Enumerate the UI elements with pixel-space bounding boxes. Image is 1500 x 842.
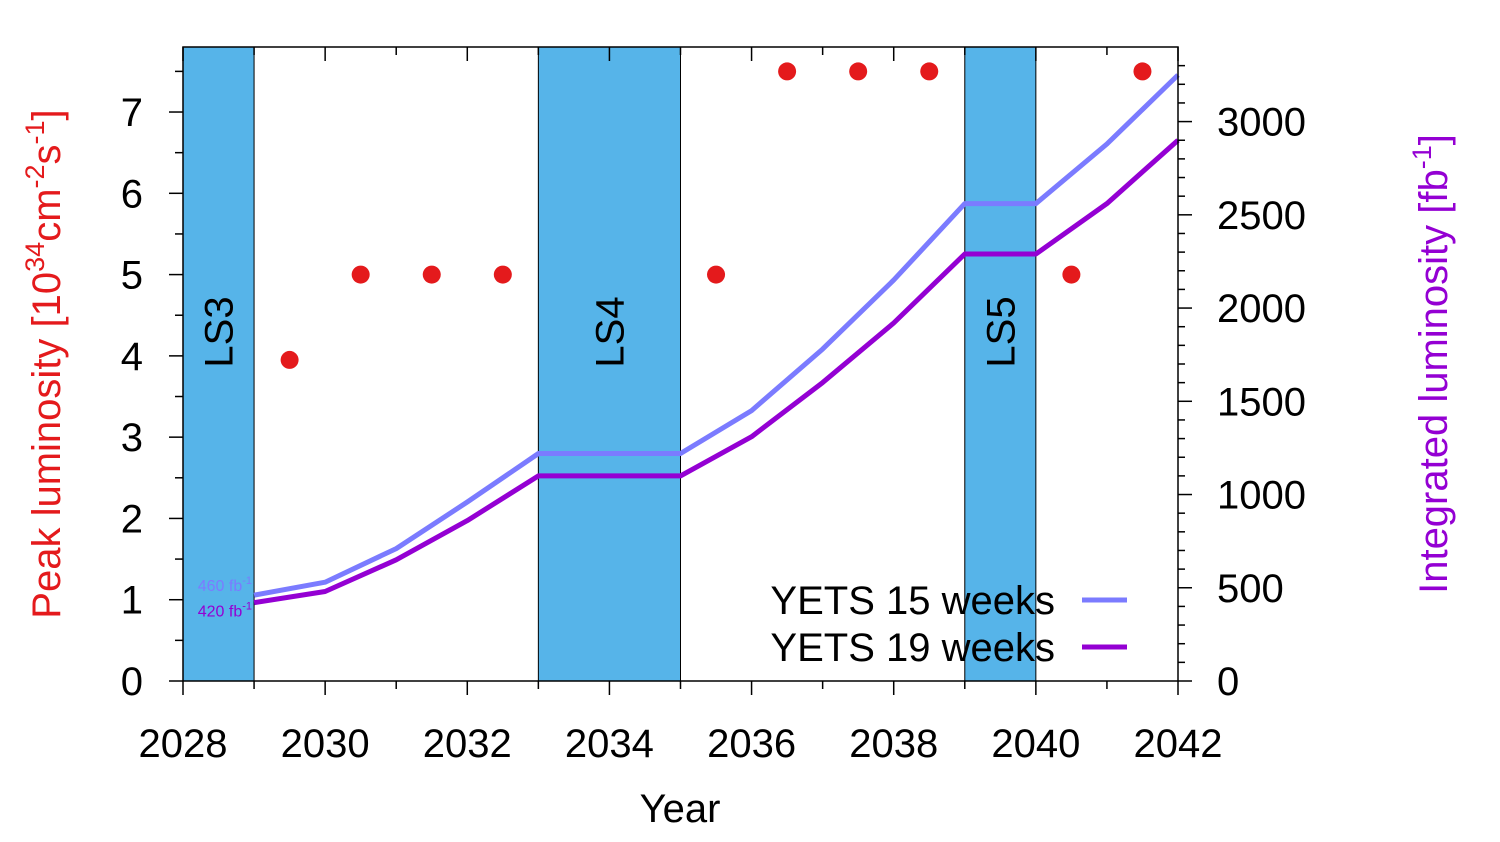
peak-luminosity-point bbox=[493, 265, 512, 284]
y-left-tick-label: 4 bbox=[121, 335, 143, 379]
start-label-yets-19: 420 fb-1 bbox=[198, 601, 252, 621]
y-left-tick-labels: 0 1 2 3 4 5 6 7 bbox=[121, 91, 143, 704]
legend: YETS 15 weeks YETS 19 weeks bbox=[770, 579, 1127, 670]
peak-luminosity-point bbox=[1062, 265, 1081, 284]
peak-luminosity-point bbox=[280, 350, 299, 369]
y-right-tick-label: 1500 bbox=[1217, 380, 1306, 424]
peak-luminosity-point bbox=[1133, 62, 1152, 81]
y-right-tick-label: 2500 bbox=[1217, 194, 1306, 238]
x-tick-label: 2040 bbox=[991, 722, 1080, 766]
x-tick-label: 2042 bbox=[1134, 722, 1223, 766]
peak-luminosity-point bbox=[849, 62, 868, 81]
legend-label-yets-15: YETS 15 weeks bbox=[770, 579, 1055, 623]
integrated-luminosity-lines bbox=[253, 73, 1180, 606]
y-left-axis-title: Peak luminosity [1034cm-2s-1] bbox=[20, 109, 69, 618]
shutdown-label-ls4: LS4 bbox=[588, 296, 632, 367]
y-right-tick-label: 1000 bbox=[1217, 474, 1306, 518]
shutdown-band-ls3 bbox=[182, 46, 255, 682]
y-left-tick-label: 6 bbox=[121, 172, 143, 216]
shutdown-labels: LS3 LS4 LS5 bbox=[198, 296, 1024, 367]
y-left-tick-label: 0 bbox=[121, 660, 143, 704]
y-right-tick-label: 500 bbox=[1217, 567, 1284, 611]
shutdown-band-ls4 bbox=[537, 46, 681, 682]
x-axis-title: Year bbox=[640, 787, 721, 831]
x-tick-labels: 2028 2030 2032 2034 2036 2038 2040 2042 bbox=[139, 722, 1223, 766]
y-right-tick-labels: 0 500 1000 1500 2000 2500 3000 bbox=[1217, 101, 1306, 704]
axis-ticks bbox=[169, 47, 1192, 695]
y-right-tick-label: 0 bbox=[1217, 660, 1239, 704]
start-labels: 460 fb-1 420 fb-1 bbox=[198, 575, 252, 620]
peak-luminosity-points bbox=[280, 62, 1152, 369]
peak-luminosity-point bbox=[351, 265, 370, 284]
y-right-tick-label: 3000 bbox=[1217, 101, 1306, 145]
y-left-tick-label: 3 bbox=[121, 416, 143, 460]
start-label-yets-15: 460 fb-1 bbox=[198, 575, 252, 595]
x-tick-label: 2030 bbox=[281, 722, 370, 766]
peak-luminosity-point bbox=[778, 62, 797, 81]
series-line-yets-19 bbox=[253, 138, 1180, 606]
legend-label-yets-19: YETS 19 weeks bbox=[770, 626, 1055, 670]
x-tick-label: 2038 bbox=[849, 722, 938, 766]
shutdown-label-ls5: LS5 bbox=[979, 296, 1023, 367]
y-left-tick-label: 7 bbox=[121, 91, 143, 135]
y-right-axis-title: Integrated luminosity [fb-1] bbox=[1407, 134, 1456, 594]
peak-luminosity-point bbox=[707, 265, 726, 284]
x-tick-label: 2028 bbox=[139, 722, 228, 766]
shutdown-label-ls3: LS3 bbox=[198, 296, 242, 367]
series-line-yets-15 bbox=[253, 73, 1180, 598]
peak-luminosity-point bbox=[920, 62, 939, 81]
peak-luminosity-point bbox=[422, 265, 441, 284]
y-left-tick-label: 2 bbox=[121, 497, 143, 541]
y-right-tick-label: 2000 bbox=[1217, 287, 1306, 331]
x-tick-label: 2032 bbox=[423, 722, 512, 766]
x-tick-label: 2036 bbox=[707, 722, 796, 766]
y-left-tick-label: 5 bbox=[121, 254, 143, 298]
x-tick-label: 2034 bbox=[565, 722, 654, 766]
y-left-tick-label: 1 bbox=[121, 579, 143, 623]
